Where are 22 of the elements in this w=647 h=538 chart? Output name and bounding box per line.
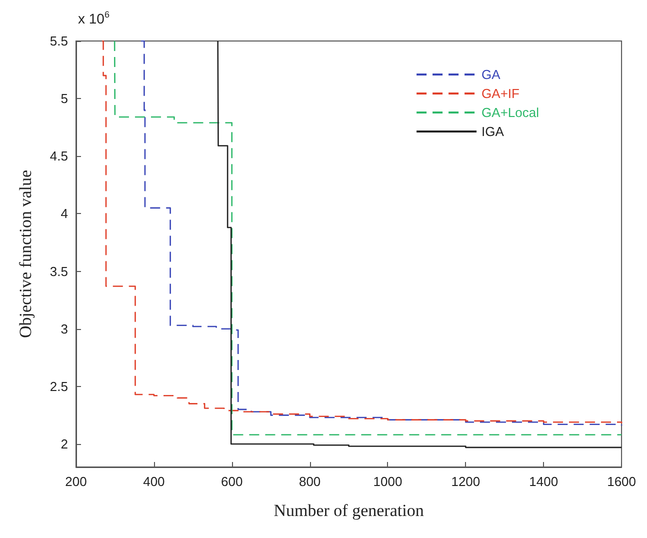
y-tick-label: 3.5 [50, 264, 68, 279]
y-tick-label: 3 [60, 321, 68, 336]
x-tick-label: 1600 [607, 474, 636, 489]
y-tick-label: 2 [60, 436, 68, 452]
legend-label: GA+IF [482, 86, 520, 101]
x-tick-label: 800 [298, 474, 321, 489]
y-tick-label: 4 [60, 206, 68, 222]
x-tick-label: 200 [65, 474, 87, 489]
y-axis-title: Objective function value [16, 170, 35, 338]
x-axis-title: Number of generation [274, 501, 424, 520]
x-tick-label: 1000 [373, 474, 402, 489]
y-tick-label: 4.5 [50, 148, 68, 164]
legend-label: GA [482, 67, 501, 82]
x-tick-label: 400 [143, 474, 165, 489]
legend-label: IGA [482, 124, 504, 139]
y-tick-label: 2.5 [50, 378, 68, 394]
x-tick-label: 1400 [529, 474, 558, 489]
legend-label: GA+Local [482, 105, 540, 120]
y-tick-label: 5.5 [50, 34, 68, 48]
y-tick-label: 5 [60, 91, 68, 106]
x-tick-label: 600 [221, 474, 243, 489]
x-tick-label: 1200 [451, 474, 480, 489]
